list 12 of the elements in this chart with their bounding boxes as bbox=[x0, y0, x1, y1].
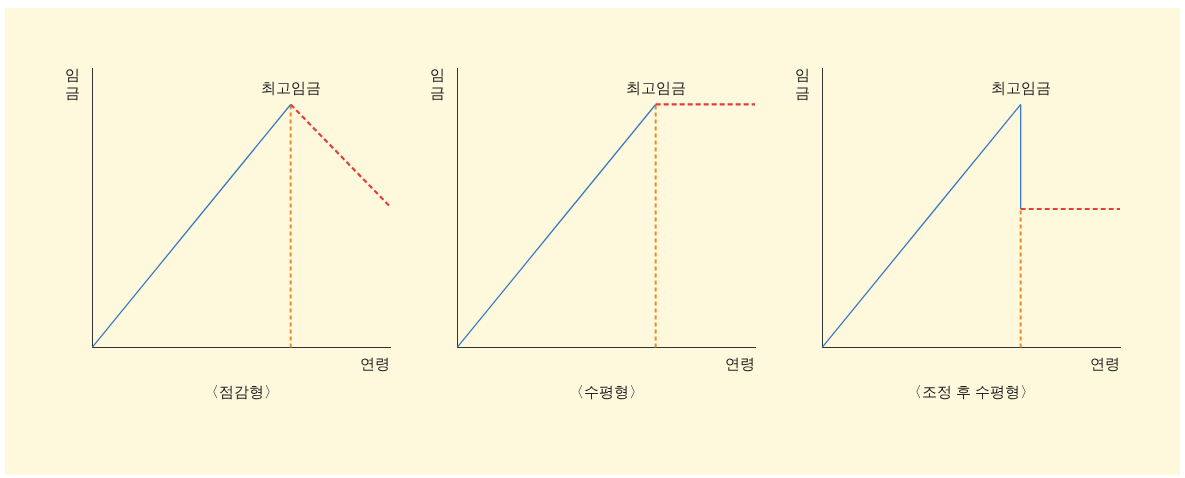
y-axis-title: 임금 bbox=[794, 65, 810, 101]
y-axis-title: 임금 bbox=[429, 65, 445, 101]
text: 최고임금 bbox=[260, 79, 321, 97]
text: 〈조정 후 수평형〉 bbox=[906, 383, 1036, 401]
x-axis-title: 연령 bbox=[360, 355, 390, 373]
y-axis-title: 임금 bbox=[64, 65, 80, 101]
text: 〈점감형〉 bbox=[203, 383, 279, 401]
text: 최고임금 bbox=[990, 79, 1051, 97]
x-axis-title: 연령 bbox=[1090, 355, 1120, 373]
text: 최고임금 bbox=[625, 79, 686, 97]
text: 〈수평형〉 bbox=[568, 383, 644, 401]
x-axis-title: 연령 bbox=[725, 355, 755, 373]
